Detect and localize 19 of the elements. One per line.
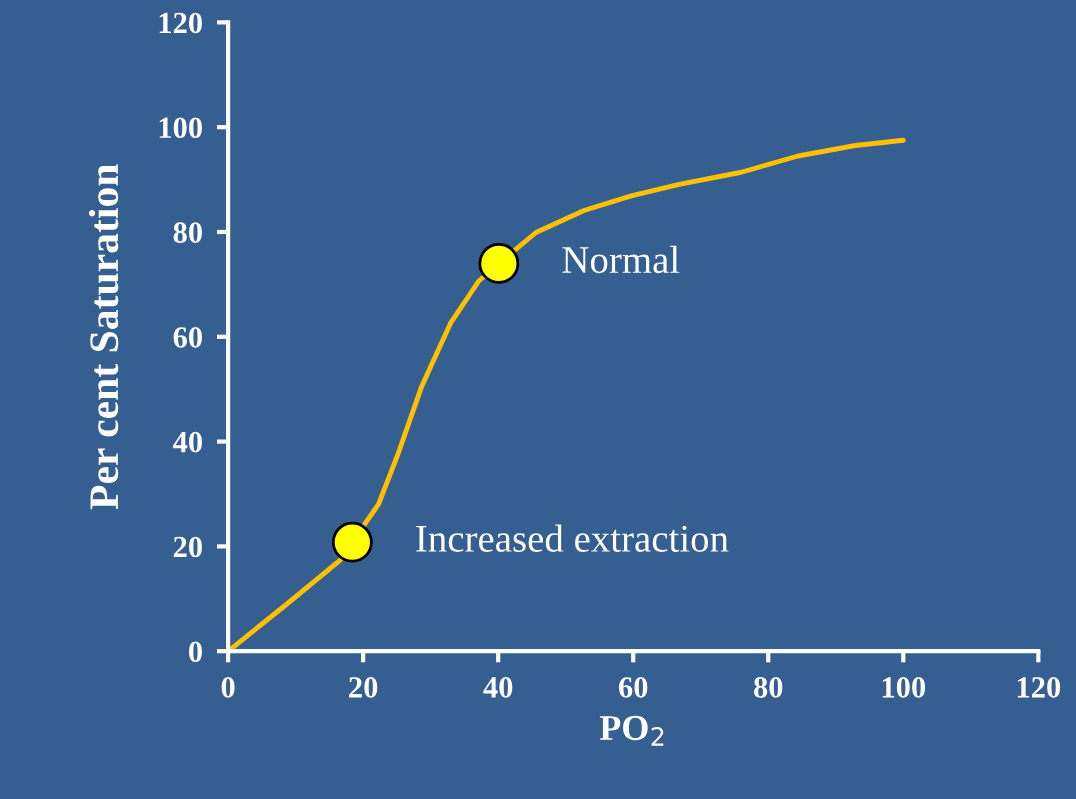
x-tick-label: 100 [882,677,926,698]
y-tick-label: 0 [189,641,202,663]
x-tick-label: 0 [221,677,235,698]
x-tick-label: 120 [1017,677,1061,698]
x-axis-title: PO$_{2}$ [599,715,664,746]
x-tick-label: 20 [349,677,378,698]
annotation: Normal [562,245,680,274]
y-tick-label: 100 [159,117,202,139]
y-tick-label: 40 [172,431,202,453]
line-series [228,137,906,652]
y-axis-title: Per cent Saturation [88,164,119,510]
x-tick-label: 80 [754,677,783,698]
x-tick-label: 40 [483,677,513,698]
y-tick-label: 60 [173,327,202,348]
y-tick-label: 20 [173,536,202,558]
y-tick-label: 80 [173,222,202,243]
x-tick-label: 60 [618,677,648,698]
y-tick-label: 120 [159,12,202,34]
annotation: Increased extraction [416,524,729,552]
